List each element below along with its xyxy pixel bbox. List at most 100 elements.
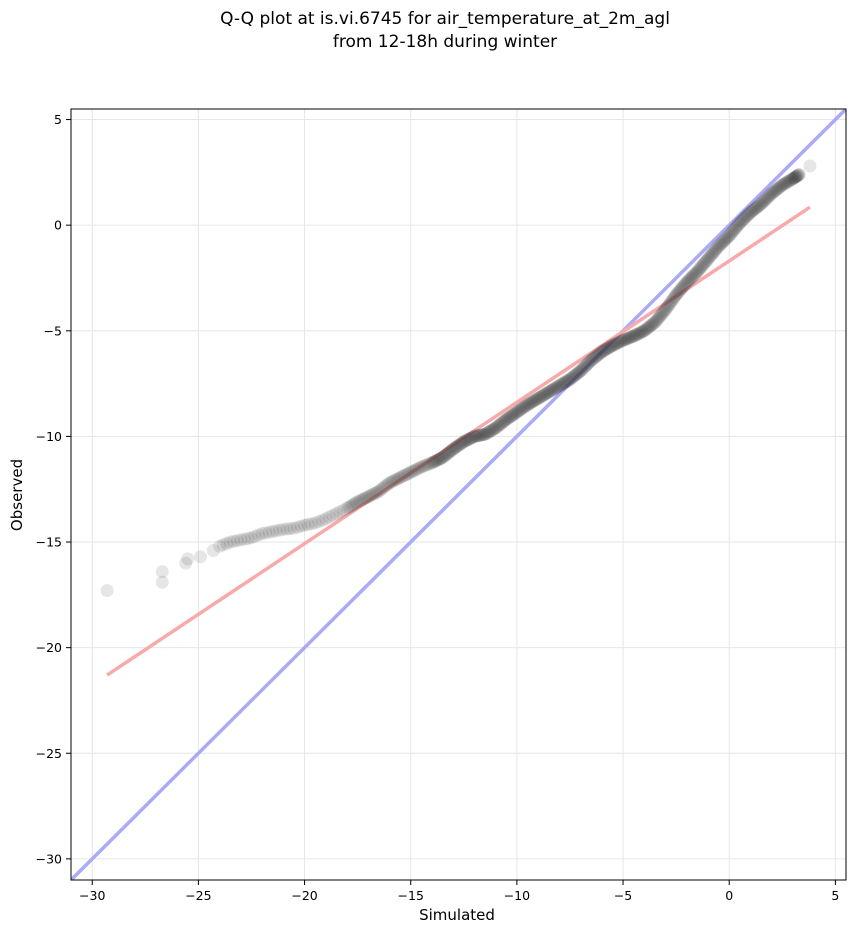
qq-point [762,190,775,204]
qq-point [619,332,633,346]
qq-point [690,265,704,279]
qq-point [645,318,659,332]
qq-point [584,353,598,367]
qq-point [480,426,494,440]
qq-point [677,279,691,293]
qq-point [559,375,573,389]
qq-point [248,529,262,543]
qq-point [598,343,612,357]
qq-point [706,246,720,260]
qq-point [530,392,544,406]
qq-point [499,413,513,426]
qq-point [444,444,458,458]
qq-point [752,199,766,213]
qq-point [590,349,603,363]
qq-point [771,181,785,195]
qq-point [546,383,560,396]
qq-point [792,168,806,182]
qq-point [780,176,793,189]
qq-point [553,378,567,392]
qq-point [615,334,629,348]
qq-point [531,391,545,405]
qq-point [474,428,488,442]
qq-point [426,455,440,469]
qq-point [486,423,499,437]
qq-point [535,389,549,403]
qq-point [345,498,359,512]
qq-point [659,303,672,317]
qq-point [727,224,740,238]
qq-point [223,535,237,549]
qq-point [465,431,479,444]
qq-point [395,470,409,484]
qq-point [591,348,605,362]
qq-point [473,428,487,442]
qq-point [513,403,527,417]
qq-point [429,454,443,468]
qq-point [665,294,679,308]
qq-point [494,417,508,431]
qq-point [515,401,529,415]
qq-point [629,328,643,342]
qq-point [741,208,755,222]
qq-point [377,480,391,494]
qq-point [751,200,765,214]
qq-point [436,451,450,464]
qq-point [541,386,555,400]
axis-ticks: −30 −25 −20 −15 −10 −5 0 5 −30 −25 −20 −15 −10 −5 0 5 [36,112,840,903]
y-axis-label: Observed [8,459,26,531]
qq-point [580,358,594,372]
qq-point [607,338,620,352]
qq-point [632,326,646,340]
qq-point [532,391,546,405]
qq-point [630,328,644,341]
qq-point [194,550,207,564]
qq-point [506,408,520,422]
qq-point [633,326,647,340]
qq-point [298,518,312,532]
qq-point [610,337,624,350]
qq-point [461,433,475,447]
qq-point [407,464,421,478]
qq-point [459,434,473,448]
qq-point [471,429,485,443]
qq-point [503,410,516,424]
qq-point [556,377,569,391]
qq-point [760,191,774,205]
qq-point [230,534,244,548]
qq-point [631,327,645,341]
qq-point [786,172,800,186]
qq-point [497,414,511,428]
qq-point [602,341,616,354]
qq-point [581,357,595,370]
qq-point [674,282,688,295]
qq-point [545,383,559,397]
qq-point [548,381,562,395]
qq-point [456,435,470,449]
qq-point [420,458,434,472]
qq-point [601,341,615,355]
qq-point [511,404,525,418]
qq-point [699,255,713,268]
qq-point [560,374,574,388]
qq-point [255,527,269,541]
qq-point [305,517,319,531]
qq-point [740,209,754,223]
qq-point [393,471,407,485]
qq-point [643,320,657,334]
qq-point [469,429,482,443]
qq-point [425,456,439,470]
qq-point [673,283,687,297]
qq-point [582,356,596,369]
qq-point [555,377,568,391]
qq-point [423,457,437,470]
qq-point [779,176,792,190]
qq-point [252,528,266,542]
qq-point [510,405,524,419]
qq-point [634,325,648,339]
qq-point [489,421,503,435]
qq-point [386,474,400,488]
qq-point [666,292,680,306]
qq-point [613,335,627,349]
qq-point [704,248,718,262]
